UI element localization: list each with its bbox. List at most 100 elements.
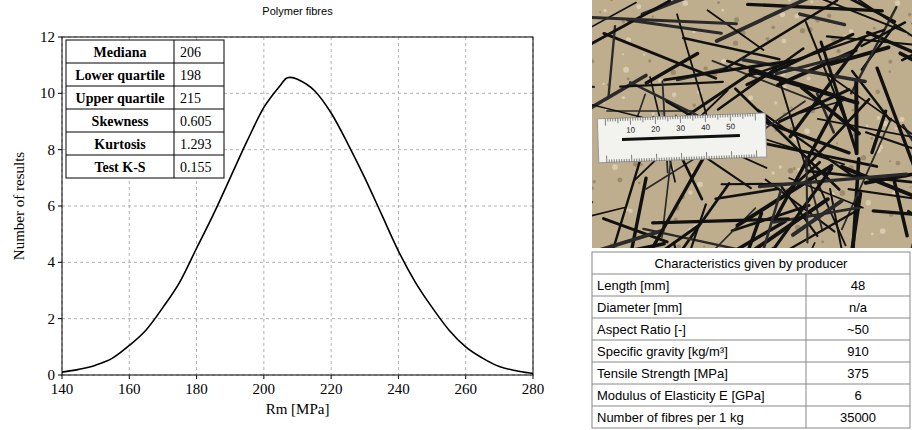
ruler-tick — [641, 158, 642, 161]
ruler-tick — [670, 116, 671, 119]
fibre — [877, 68, 912, 178]
tick-label: 0 — [48, 367, 56, 383]
ruler-tick — [726, 155, 727, 158]
fibre — [781, 243, 815, 248]
texture — [827, 14, 831, 18]
ruler-tick — [709, 156, 710, 159]
texture — [807, 77, 811, 81]
texture — [880, 228, 886, 234]
tick-label: 12 — [40, 29, 55, 45]
ruler-tick — [622, 118, 623, 121]
ruler-tick — [607, 119, 608, 122]
tick-label: 260 — [454, 381, 477, 397]
table-label: Diameter [mm] — [597, 300, 682, 315]
ruler-tick — [710, 115, 711, 118]
ruler-tick — [615, 118, 616, 121]
texture — [888, 60, 892, 64]
grid-line — [331, 37, 332, 375]
figure: Polymer fibres14016018020022024026028002… — [0, 0, 912, 430]
texture — [895, 127, 898, 130]
table-value: 48 — [851, 278, 865, 293]
ruler-tick — [715, 115, 716, 118]
texture — [836, 49, 840, 53]
fibre — [763, 168, 832, 248]
ruler-tick — [696, 156, 697, 159]
texture — [703, 245, 705, 247]
ruler-tick — [657, 117, 658, 120]
ruler-bar — [622, 134, 740, 141]
ruler-tick — [702, 115, 703, 118]
texture — [691, 171, 693, 173]
texture — [788, 0, 791, 2]
grid-line — [62, 318, 533, 319]
fibre — [791, 0, 906, 32]
texture — [612, 164, 618, 170]
tick-mark — [58, 149, 62, 150]
texture — [734, 17, 739, 22]
fibre — [592, 43, 593, 78]
ruler-tick — [619, 159, 620, 162]
fibre — [894, 239, 912, 248]
table-rule — [66, 155, 224, 156]
tick-label: 140 — [51, 381, 74, 397]
texture — [599, 11, 601, 13]
ruler-tick — [736, 155, 737, 158]
ruler-tick — [656, 154, 657, 161]
ruler-tick — [744, 155, 745, 158]
tick-mark — [58, 318, 62, 319]
ruler-tick — [729, 155, 730, 158]
ruler-tick — [646, 158, 647, 161]
ruler-body — [597, 113, 766, 163]
producer-table: Characteristics given by producerLength … — [592, 252, 910, 428]
distribution-curve — [62, 77, 533, 373]
texture — [592, 59, 594, 63]
texture — [617, 178, 622, 183]
table-rule — [66, 63, 224, 64]
texture — [877, 116, 881, 120]
ruler-tick — [692, 116, 693, 121]
ruler-tick — [742, 114, 743, 119]
ruler-tick — [637, 117, 638, 120]
fibre — [745, 190, 780, 248]
ruler-tick — [626, 159, 627, 162]
x-axis-title: Rm [MPa] — [266, 401, 330, 417]
stats-table: Mediana206Lower quartile198Upper quartil… — [66, 40, 224, 178]
ruler-tick — [697, 115, 698, 118]
table-value: 206 — [180, 45, 201, 60]
ruler-tick — [630, 118, 631, 125]
ruler-tick — [681, 153, 682, 160]
fibre — [824, 0, 912, 39]
ruler-tick — [700, 115, 701, 118]
table-rule — [592, 362, 910, 363]
table-label: Test K-S — [94, 160, 145, 175]
grid-line — [62, 206, 533, 207]
ruler-tick — [629, 159, 630, 162]
ruler-tick — [737, 114, 738, 117]
tick-mark — [58, 375, 62, 376]
ruler-tick — [664, 158, 665, 161]
texture — [840, 190, 846, 196]
ruler-tick — [731, 151, 732, 158]
texture — [628, 209, 632, 213]
fibre — [683, 38, 779, 59]
table-rule — [66, 86, 224, 87]
texture — [908, 13, 912, 17]
fibre — [821, 42, 857, 153]
ruler-tick — [620, 118, 621, 121]
table-value: 910 — [847, 344, 869, 359]
ruler-tick — [721, 156, 722, 159]
fibre — [805, 158, 808, 242]
ruler-tick — [660, 117, 661, 120]
texture — [643, 54, 645, 56]
texture — [636, 4, 641, 9]
ruler-tick — [621, 159, 622, 162]
plot-background — [62, 37, 533, 375]
ruler-tick — [624, 159, 625, 162]
texture — [779, 165, 782, 168]
ruler-tick — [749, 155, 750, 158]
texture — [648, 59, 651, 62]
ruler-tick — [752, 113, 753, 116]
tick-label: 200 — [253, 381, 276, 397]
ruler-tick — [754, 154, 755, 157]
table-frame — [592, 252, 910, 428]
